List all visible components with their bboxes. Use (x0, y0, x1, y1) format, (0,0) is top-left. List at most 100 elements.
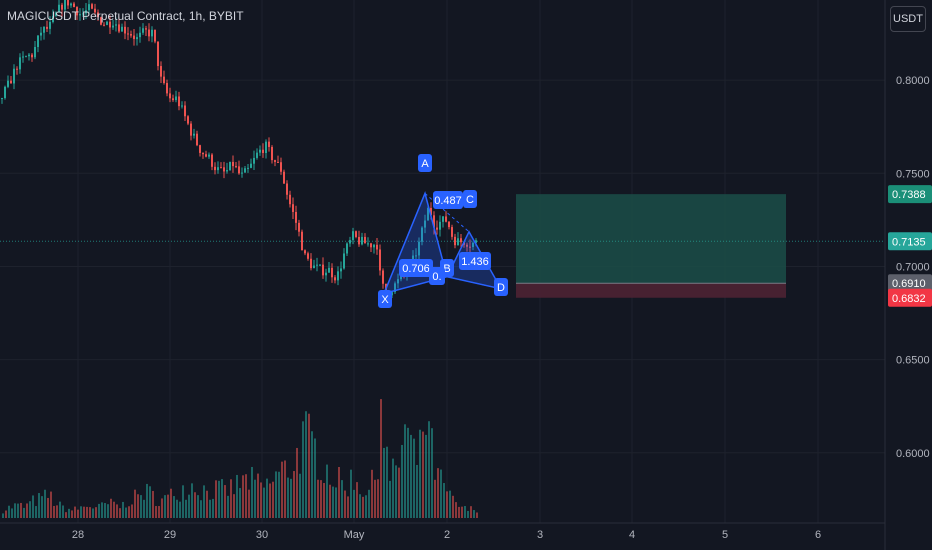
candle-body (115, 24, 117, 26)
candle-body (319, 264, 321, 266)
stop-zone[interactable] (516, 283, 786, 298)
ratio-label-bcd-inner: 0.706 (402, 263, 430, 275)
volume-bar (14, 503, 16, 518)
candle-body (445, 216, 447, 222)
volume-bar (287, 477, 289, 518)
candle-body (433, 215, 435, 228)
point-label-a-box[interactable] (418, 154, 432, 172)
candle-body (295, 211, 297, 223)
candle-body (271, 146, 273, 161)
volume-bar (239, 488, 241, 518)
point-label-x-box[interactable] (378, 290, 392, 308)
volume-bar (461, 506, 463, 518)
candle-body (154, 29, 156, 42)
volume-bar (209, 499, 211, 518)
volume-bar (245, 474, 247, 518)
price-tag-box (888, 232, 932, 251)
volume-bar (380, 399, 382, 518)
candle-body (415, 255, 417, 257)
volume-bar (122, 501, 124, 518)
candle-body (301, 231, 303, 251)
candle-body (25, 56, 27, 58)
candle-body (148, 29, 150, 37)
volume-bar (50, 491, 52, 518)
point-label-d-box[interactable] (494, 278, 508, 296)
candle-body (259, 149, 261, 153)
candle-body (19, 57, 21, 70)
volume-bar (221, 479, 223, 518)
candle-body (16, 68, 18, 70)
volume-bar (17, 503, 19, 518)
candle-body (355, 231, 357, 237)
candle-body (199, 145, 201, 153)
price-tag-box (888, 185, 932, 204)
volume-bar (23, 507, 25, 518)
volume-bar (464, 506, 466, 518)
volume-bar (371, 469, 373, 518)
volume-bar (401, 444, 403, 518)
volume-bar (293, 471, 295, 518)
volume-bar (260, 482, 262, 518)
volume-bar (386, 446, 388, 518)
candle-body (31, 54, 33, 58)
candle-body (430, 207, 432, 216)
candle-body (280, 162, 282, 172)
volume-bar (422, 431, 424, 518)
target-zone[interactable] (516, 194, 786, 284)
candle-body (421, 227, 423, 242)
volume-bar (104, 503, 106, 518)
volume-bar (92, 508, 94, 518)
candle-body (79, 14, 81, 16)
ratio-label-xab-box[interactable] (433, 191, 463, 209)
ratio-label-partial-box[interactable] (429, 267, 445, 285)
y-tick-label: 0.6000 (896, 448, 930, 460)
volume-bar (8, 505, 10, 518)
candle-body (370, 243, 372, 248)
candle-body (292, 204, 294, 212)
candle-body (448, 221, 450, 228)
candle-body (313, 265, 315, 269)
volume-bar (56, 505, 58, 518)
volume-bar (32, 495, 34, 518)
candle-body (442, 216, 444, 222)
volume-bar (191, 483, 193, 518)
ratio-label-xad-box[interactable] (459, 252, 491, 270)
candle-body (172, 98, 174, 101)
currency-unit-button[interactable]: USDT (890, 6, 926, 32)
volume-bar (59, 501, 61, 518)
volume-bar (299, 473, 301, 518)
volume-bar (392, 458, 394, 518)
candle-body (238, 166, 240, 174)
candle-body (328, 267, 330, 273)
volume-bar (182, 485, 184, 518)
candle-body (160, 66, 162, 77)
candle-body (394, 283, 396, 293)
candle-body (472, 242, 474, 247)
volume-bar (410, 434, 412, 518)
volume-bar (176, 499, 178, 518)
volume-bar (173, 496, 175, 518)
volume-bar (398, 467, 400, 518)
x-tick-label: 6 (815, 529, 821, 541)
candle-body (214, 166, 216, 171)
volume-bar (428, 421, 430, 518)
volume-bar (242, 475, 244, 518)
volume-bar (101, 502, 103, 518)
candle-body (232, 161, 234, 167)
candle-body (265, 141, 267, 154)
volume-bar (77, 509, 79, 518)
volume-bar (341, 480, 343, 518)
candle-body (133, 35, 135, 40)
volume-bar (305, 411, 307, 518)
candle-body (157, 41, 159, 67)
volume-bar (338, 466, 340, 518)
volume-bar (395, 465, 397, 518)
volume-bar (110, 498, 112, 518)
ratio-label-bcd-inner-box[interactable] (399, 259, 433, 277)
volume-bar (311, 431, 313, 518)
candle-body (130, 34, 132, 36)
point-label-c-box[interactable] (463, 190, 477, 208)
candle-body (397, 279, 399, 284)
volume-bar (290, 478, 292, 518)
